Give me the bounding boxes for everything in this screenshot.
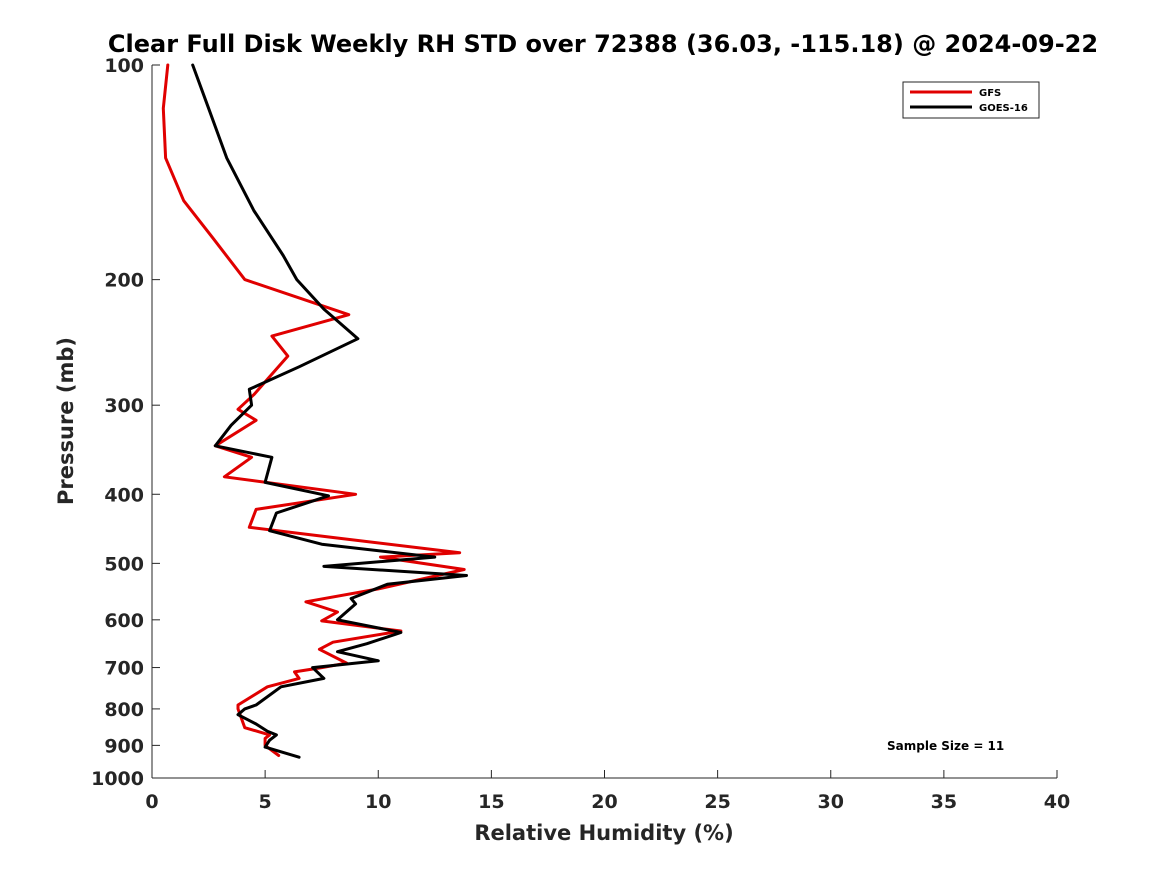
sample-size-annotation: Sample Size = 11	[887, 739, 1004, 753]
x-tick-label: 25	[704, 791, 730, 813]
series-layer	[161, 63, 468, 759]
series-line-goes16	[191, 63, 468, 759]
y-tick-label: 400	[104, 484, 144, 506]
series-line-gfs	[161, 63, 466, 757]
x-tick-label: 40	[1044, 791, 1070, 813]
x-tick-label: 5	[259, 791, 272, 813]
x-tick-label: 30	[818, 791, 844, 813]
x-tick-label: 10	[365, 791, 391, 813]
legend-label-gfs: GFS	[979, 88, 1001, 99]
chart-title: Clear Full Disk Weekly RH STD over 72388…	[108, 30, 1098, 58]
y-tick-label: 300	[104, 395, 144, 417]
y-tick-label: 200	[104, 270, 144, 292]
y-tick-label: 900	[104, 735, 144, 757]
y-axis-label: Pressure (mb)	[54, 337, 78, 505]
y-tick-label: 100	[104, 55, 144, 77]
y-tick-label: 500	[104, 553, 144, 575]
legend: GFS GOES-16	[902, 81, 1040, 119]
legend-label-goes16: GOES-16	[979, 103, 1028, 114]
y-tick-label: 800	[104, 699, 144, 721]
y-tick-label: 600	[104, 610, 144, 632]
plot-area	[151, 65, 1057, 779]
y-tick-label: 1000	[91, 768, 144, 790]
y-tick-label: 700	[104, 658, 144, 680]
x-axis-label: Relative Humidity (%)	[474, 821, 733, 845]
x-tick-label: 20	[591, 791, 617, 813]
x-tick-label: 0	[145, 791, 158, 813]
y-axis-ticks: 100 200 300 400 500 600 700 800 900 1000	[91, 55, 160, 790]
x-tick-label: 35	[931, 791, 957, 813]
legend-box	[902, 81, 1040, 119]
x-axis-ticks: 0 5 10 15 20 25 30 35 40	[145, 770, 1070, 813]
x-tick-label: 15	[478, 791, 504, 813]
